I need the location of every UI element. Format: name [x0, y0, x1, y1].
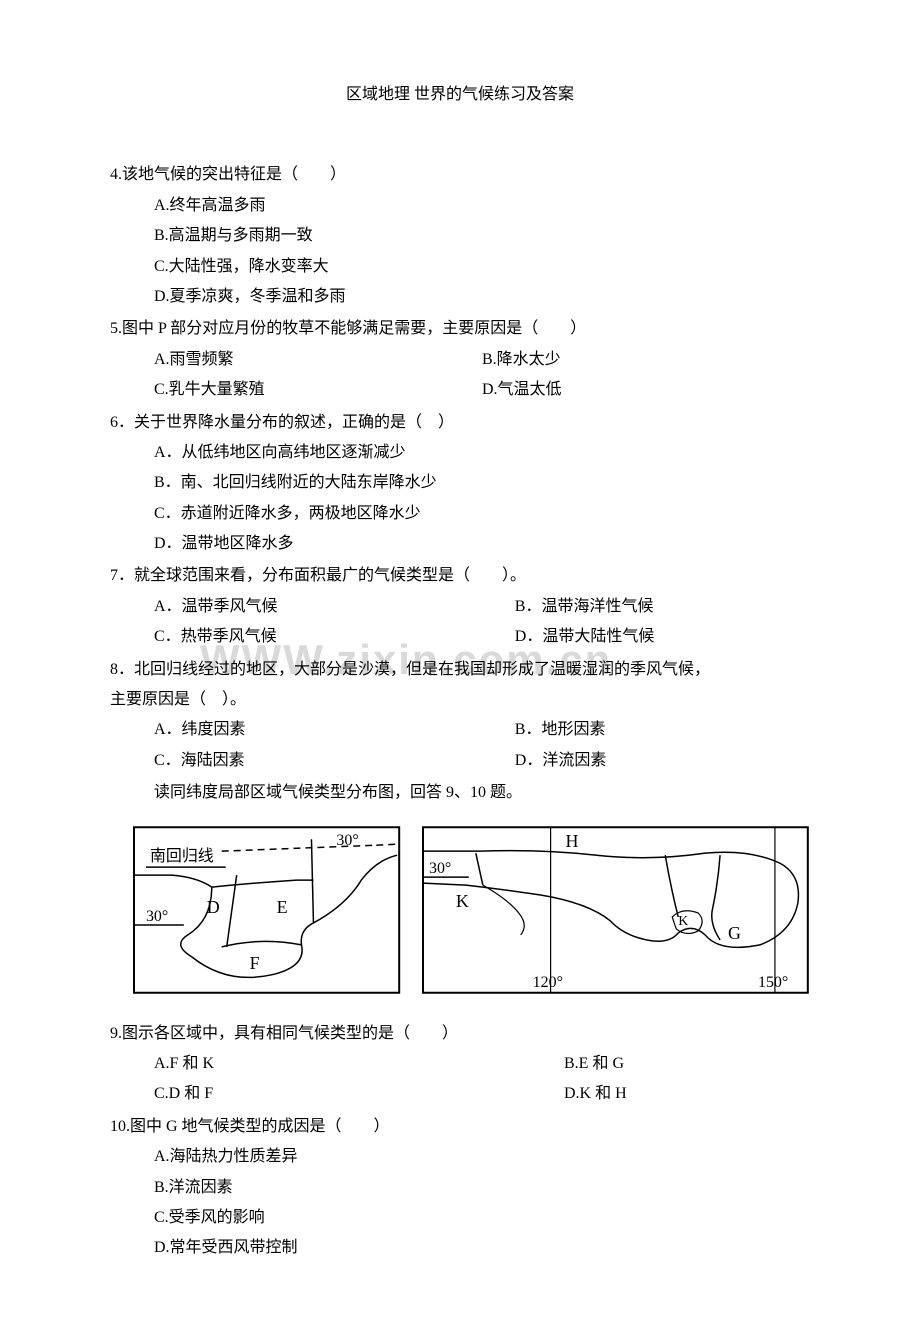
q6-option-d: D．温带地区降水多: [154, 529, 810, 559]
q10-option-b: B.洋流因素: [154, 1173, 810, 1203]
q5-option-b: B.降水太少: [482, 345, 810, 375]
q4-options: A.终年高温多雨 B.高温期与多雨期一致 C.大陆性强，降水变率大 D.夏季凉爽…: [110, 191, 810, 313]
q10-option-a: A.海陆热力性质差异: [154, 1142, 810, 1172]
q8-options: A．纬度因素 B．地形因素 C．海陆因素 D．洋流因素: [110, 715, 810, 776]
q10-stem: 10.图中 G 地气候类型的成因是（ ）: [110, 1112, 810, 1142]
q10-options: A.海陆热力性质差异 B.洋流因素 C.受季风的影响 D.常年受西风带控制: [110, 1142, 810, 1264]
intro-9-10: 读同纬度局部区域气候类型分布图，回答 9、10 题。: [110, 778, 810, 808]
q7-option-a: A．温带季风气候: [154, 592, 515, 622]
question-8: 8．北回归线经过的地区，大部分是沙漠，但是在我国却形成了温暖湿润的季风气候， 主…: [110, 655, 810, 777]
q7-option-b: B．温带海洋性气候: [515, 592, 810, 622]
q4-option-c: C.大陆性强，降水变率大: [154, 252, 810, 282]
q9-option-b: B.E 和 G: [564, 1049, 624, 1079]
q7-option-d: D．温带大陆性气候: [515, 622, 810, 652]
q10-option-d: D.常年受西风带控制: [154, 1233, 810, 1263]
page-title: 区域地理 世界的气候练习及答案: [110, 80, 810, 110]
q7-stem: 7．就全球范围来看，分布面积最广的气候类型是（ ）。: [110, 561, 810, 591]
q6-options: A．从低纬地区向高纬地区逐渐减少 B．南、北回归线附近的大陆东岸降水少 C．赤道…: [110, 438, 810, 560]
q7-options: A．温带季风气候 B．温带海洋性气候 C．热带季风气候 D．温带大陆性气候: [110, 592, 810, 653]
q8-option-d: D．洋流因素: [515, 746, 810, 776]
map2-label-30: 30°: [429, 860, 451, 877]
question-7: 7．就全球范围来看，分布面积最广的气候类型是（ ）。 A．温带季风气候 B．温带…: [110, 561, 810, 652]
question-5: 5.图中 P 部分对应月份的牧草不能够满足需要，主要原因是（ ） A.雨雪频繁 …: [110, 314, 810, 405]
q8-option-b: B．地形因素: [515, 715, 810, 745]
question-6: 6．关于世界降水量分布的叙述，正确的是（ ） A．从低纬地区向高纬地区逐渐减少 …: [110, 408, 810, 560]
map2-label-lon150: 150°: [758, 973, 788, 990]
map1-label-D: D: [207, 897, 220, 917]
map1-label-E: E: [277, 897, 288, 917]
q9-option-a: A.F 和 K: [154, 1049, 564, 1079]
map2-label-H: H: [566, 831, 579, 851]
q5-option-a: A.雨雪频繁: [154, 345, 482, 375]
map1-label-tropic: 南回归线: [150, 847, 214, 865]
document-content: 区域地理 世界的气候练习及答案 4.该地气候的突出特征是（ ） A.终年高温多雨…: [110, 80, 810, 1264]
q8-option-c: C．海陆因素: [154, 746, 515, 776]
question-10: 10.图中 G 地气候类型的成因是（ ） A.海陆热力性质差异 B.洋流因素 C…: [110, 1112, 810, 1264]
map1-label-30a: 30°: [336, 832, 358, 849]
q4-stem: 4.该地气候的突出特征是（ ）: [110, 160, 810, 190]
question-9: 9.图示各区域中，具有相同气候类型的是（ ） A.F 和 K B.E 和 G C…: [110, 1019, 810, 1110]
q8-stem-line1: 8．北回归线经过的地区，大部分是沙漠，但是在我国却形成了温暖湿润的季风气候，: [110, 655, 810, 685]
map-2: H 30° K K G 120° 150°: [421, 825, 810, 995]
q5-options: A.雨雪频繁 B.降水太少 C.乳牛大量繁殖 D.气温太低: [110, 345, 810, 406]
map2-label-G: G: [728, 923, 741, 943]
map1-label-30b: 30°: [146, 908, 168, 925]
q9-option-d: D.K 和 H: [564, 1079, 627, 1109]
q4-option-d: D.夏季凉爽，冬季温和多雨: [154, 282, 810, 312]
map1-label-F: F: [250, 952, 260, 972]
q6-stem: 6．关于世界降水量分布的叙述，正确的是（ ）: [110, 408, 810, 438]
q9-options: A.F 和 K B.E 和 G C.D 和 F D.K 和 H: [110, 1049, 810, 1110]
question-4: 4.该地气候的突出特征是（ ） A.终年高温多雨 B.高温期与多雨期一致 C.大…: [110, 160, 810, 312]
map-1: 30° 南回归线 30° D E F: [132, 825, 401, 995]
q4-option-b: B.高温期与多雨期一致: [154, 221, 810, 251]
map2-label-lon120: 120°: [533, 973, 563, 990]
q4-option-a: A.终年高温多雨: [154, 191, 810, 221]
q9-option-c: C.D 和 F: [154, 1079, 564, 1109]
q6-option-b: B．南、北回归线附近的大陆东岸降水少: [154, 468, 810, 498]
q9-stem: 9.图示各区域中，具有相同气候类型的是（ ）: [110, 1019, 810, 1049]
q5-option-c: C.乳牛大量繁殖: [154, 375, 482, 405]
q7-option-c: C．热带季风气候: [154, 622, 515, 652]
q5-option-d: D.气温太低: [482, 375, 810, 405]
maps-row: 30° 南回归线 30° D E F H: [110, 825, 810, 995]
q6-option-a: A．从低纬地区向高纬地区逐渐减少: [154, 438, 810, 468]
map2-label-K2: K: [678, 914, 688, 929]
map2-label-K: K: [456, 891, 469, 911]
q8-option-a: A．纬度因素: [154, 715, 515, 745]
q6-option-c: C．赤道附近降水多，两极地区降水少: [154, 499, 810, 529]
q10-option-c: C.受季风的影响: [154, 1203, 810, 1233]
q5-stem: 5.图中 P 部分对应月份的牧草不能够满足需要，主要原因是（ ）: [110, 314, 810, 344]
q8-stem-line2: 主要原因是（ ）。: [110, 685, 810, 715]
